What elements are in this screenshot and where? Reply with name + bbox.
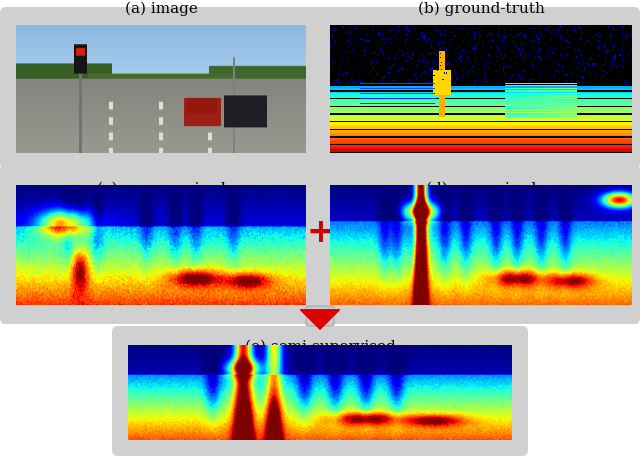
FancyBboxPatch shape — [0, 7, 640, 169]
Text: (b) ground-truth: (b) ground-truth — [417, 2, 545, 16]
FancyArrowPatch shape — [301, 310, 339, 329]
FancyBboxPatch shape — [306, 306, 334, 326]
FancyBboxPatch shape — [0, 164, 640, 324]
Text: (a) image: (a) image — [125, 2, 197, 16]
Text: (c) unsupervised: (c) unsupervised — [97, 182, 225, 196]
FancyBboxPatch shape — [112, 326, 528, 456]
Text: (e) semi-supervised: (e) semi-supervised — [244, 340, 396, 354]
Text: (d) supervised: (d) supervised — [426, 182, 536, 196]
Text: +: + — [306, 217, 334, 250]
